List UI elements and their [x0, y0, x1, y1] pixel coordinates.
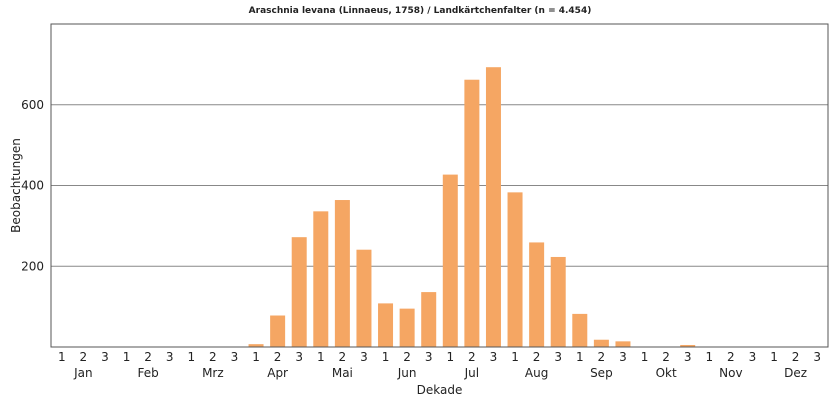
- x-tick-decade-label: 2: [468, 350, 476, 364]
- x-tick-decade-label: 2: [209, 350, 217, 364]
- x-tick-month-label: Nov: [719, 366, 742, 380]
- x-tick-decade-label: 3: [813, 350, 821, 364]
- bar: [464, 79, 480, 347]
- bar: [593, 339, 609, 347]
- x-tick-month-label: Feb: [138, 366, 159, 380]
- bar: [442, 174, 458, 347]
- x-tick-decade-label: 1: [187, 350, 195, 364]
- x-tick-decade-label: 2: [274, 350, 282, 364]
- bar: [529, 242, 545, 347]
- x-tick-month-label: Aug: [525, 366, 548, 380]
- bar: [485, 67, 501, 347]
- x-tick-month-label: Jul: [464, 366, 479, 380]
- x-tick-decade-label: 2: [533, 350, 541, 364]
- x-tick-decade-label: 3: [295, 350, 303, 364]
- bar: [313, 211, 329, 347]
- x-tick-decade-label: 2: [792, 350, 800, 364]
- x-tick-decade-label: 2: [403, 350, 411, 364]
- y-tick-label: 200: [21, 259, 44, 273]
- x-axis-label: Dekade: [417, 383, 463, 397]
- bar: [399, 308, 415, 347]
- bar: [291, 237, 307, 347]
- x-tick-decade-label: 1: [123, 350, 131, 364]
- x-tick-decade-label: 3: [554, 350, 562, 364]
- x-tick-decade-label: 1: [641, 350, 649, 364]
- bar: [248, 344, 264, 347]
- x-tick-decade-label: 3: [231, 350, 239, 364]
- x-tick-decade-label: 1: [58, 350, 66, 364]
- plot-frame: [50, 23, 829, 348]
- x-tick-decade-label: 3: [749, 350, 757, 364]
- x-tick-decade-label: 1: [576, 350, 584, 364]
- bar: [421, 292, 437, 347]
- bars: [119, 67, 696, 347]
- x-tick-decade-label: 3: [166, 350, 174, 364]
- bar: [615, 341, 631, 347]
- x-tick-decade-label: 1: [252, 350, 260, 364]
- x-tick-month-label: Jan: [73, 366, 93, 380]
- x-tick-decade-label: 1: [317, 350, 325, 364]
- x-tick-decade-label: 3: [619, 350, 627, 364]
- bar: [334, 200, 350, 347]
- x-tick-decade-label: 3: [490, 350, 498, 364]
- x-tick-decade-label: 3: [360, 350, 368, 364]
- x-tick-decade-label: 2: [727, 350, 735, 364]
- bar: [550, 256, 566, 347]
- x-tick-decade-label: 2: [339, 350, 347, 364]
- x-tick-decade-label: 1: [511, 350, 519, 364]
- x-tick-month-label: Apr: [267, 366, 288, 380]
- x-tick-month-label: Mrz: [202, 366, 224, 380]
- x-tick-decade-label: 2: [598, 350, 606, 364]
- x-tick-month-label: Jun: [397, 366, 417, 380]
- bar: [356, 249, 372, 347]
- x-tick-decade-label: 2: [662, 350, 670, 364]
- x-tick-decade-label: 1: [705, 350, 713, 364]
- x-tick-month-label: Mai: [332, 366, 353, 380]
- x-tick-month-label: Okt: [656, 366, 677, 380]
- y-tick-label: 600: [21, 98, 44, 112]
- x-tick-decade-label: 2: [144, 350, 152, 364]
- x-tick-decade-label: 3: [101, 350, 109, 364]
- x-tick-decade-label: 1: [382, 350, 390, 364]
- grid: [51, 104, 828, 267]
- y-axis-label: Beobachtungen: [9, 138, 23, 233]
- x-tick-month-label: Dez: [784, 366, 807, 380]
- bar: [507, 192, 523, 347]
- chart-title: Araschnia levana (Linnaeus, 1758) / Land…: [249, 6, 592, 16]
- x-tick-decade-label: 3: [684, 350, 692, 364]
- x-tick-decade-label: 3: [425, 350, 433, 364]
- x-tick-month-label: Sep: [590, 366, 613, 380]
- bar: [270, 315, 286, 347]
- y-tick-label: 400: [21, 179, 44, 193]
- bar: [572, 313, 588, 347]
- bar: [680, 344, 696, 347]
- y-axis-ticks: 200 400 600: [21, 98, 44, 274]
- x-tick-decade-label: 1: [770, 350, 778, 364]
- x-tick-decade-label: 1: [446, 350, 454, 364]
- x-tick-decade-label: 2: [80, 350, 88, 364]
- bar: [378, 303, 394, 347]
